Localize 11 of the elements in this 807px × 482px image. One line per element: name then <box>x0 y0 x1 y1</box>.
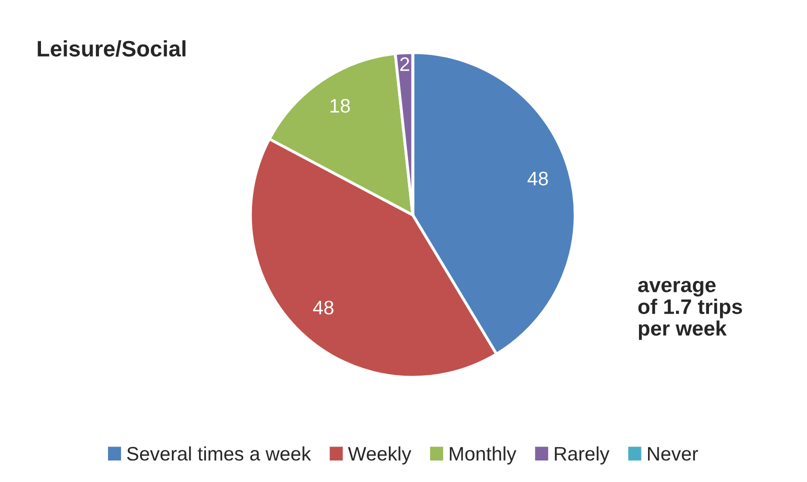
text: average of 1.7 trips per week <box>638 280 742 340</box>
chart-title: Leisure/Social <box>38 40 186 57</box>
legend-label: Never <box>648 447 698 461</box>
data-label: 18 <box>330 98 350 113</box>
legend-label: Monthly <box>450 446 516 464</box>
legend-label: Rarely <box>554 446 610 464</box>
data-label: 48 <box>313 300 334 314</box>
data-label: 48 <box>528 172 548 186</box>
legend-label: Several times a week <box>127 446 312 461</box>
data-label: 2 <box>400 57 410 71</box>
legend-label: Weekly <box>348 446 412 464</box>
